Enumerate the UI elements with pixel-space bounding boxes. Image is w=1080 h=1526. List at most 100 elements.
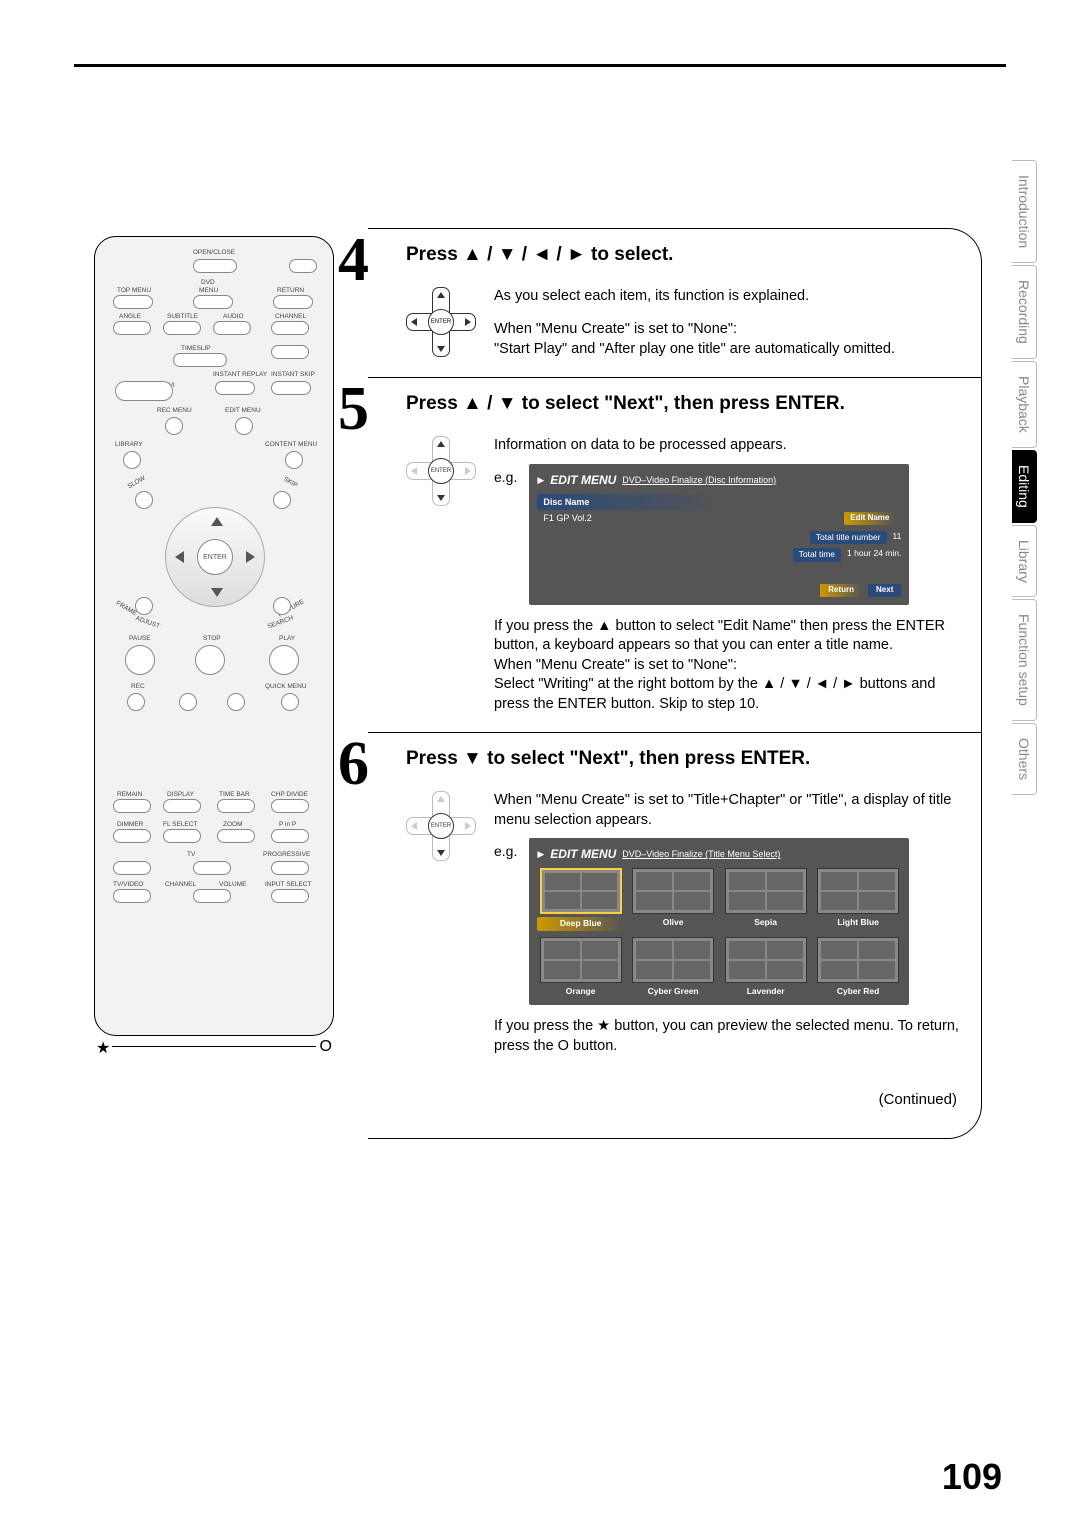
theme-option[interactable]: Light Blue bbox=[815, 868, 902, 930]
btn-stop[interactable] bbox=[195, 645, 225, 675]
btn-time-bar[interactable] bbox=[217, 799, 255, 813]
theme-name: Sepia bbox=[722, 917, 809, 928]
btn-subtitle[interactable] bbox=[163, 321, 201, 335]
btn-easy-navi[interactable] bbox=[115, 381, 173, 401]
btn-tv-video[interactable] bbox=[113, 889, 151, 903]
btn-pinp[interactable] bbox=[271, 829, 309, 843]
btn-library[interactable] bbox=[123, 451, 141, 469]
menu-subtitle: DVD–Video Finalize (Title Menu Select) bbox=[622, 848, 780, 860]
dpad-left[interactable] bbox=[175, 551, 184, 563]
btn-edit-menu[interactable] bbox=[235, 417, 253, 435]
lbl-audio: AUDIO bbox=[223, 313, 244, 320]
dpad-right[interactable] bbox=[246, 551, 255, 563]
step-6-after1: If you press the ★ button, you can previ… bbox=[494, 1017, 959, 1056]
btn-angle[interactable] bbox=[113, 321, 151, 335]
lbl-angle: ANGLE bbox=[119, 313, 141, 320]
total-time-value: 1 hour 24 min. bbox=[847, 548, 901, 561]
btn-menu[interactable] bbox=[193, 295, 233, 309]
btn-slow-rev[interactable] bbox=[135, 491, 153, 509]
tab-function-setup[interactable]: Function setup bbox=[1012, 599, 1037, 721]
btn-instant-replay[interactable] bbox=[215, 381, 255, 395]
btn-star[interactable] bbox=[179, 693, 197, 711]
return-button[interactable]: Return bbox=[820, 584, 862, 597]
btn-tv-power[interactable] bbox=[113, 861, 151, 875]
btn-play[interactable] bbox=[269, 645, 299, 675]
tab-recording[interactable]: Recording bbox=[1012, 265, 1037, 359]
btn-pause[interactable] bbox=[125, 645, 155, 675]
btn-return[interactable] bbox=[273, 295, 313, 309]
step-6: 6 Press ▼ to select "Next", then press E… bbox=[368, 732, 981, 1074]
tab-editing[interactable]: Editing bbox=[1012, 450, 1037, 523]
btn-skip-fwd[interactable] bbox=[273, 491, 291, 509]
btn-timeslip[interactable] bbox=[173, 353, 227, 367]
theme-option[interactable]: Sepia bbox=[722, 868, 809, 930]
disc-info-menu: ▶ EDIT MENU DVD–Video Finalize (Disc Inf… bbox=[529, 464, 909, 605]
dpad-up[interactable] bbox=[211, 517, 223, 526]
lbl-dvd: DVD bbox=[201, 279, 215, 286]
theme-option[interactable]: Olive bbox=[630, 868, 717, 930]
btn-tv-ch-up[interactable] bbox=[193, 861, 231, 875]
theme-name: Light Blue bbox=[815, 917, 902, 928]
step-5-number: 5 bbox=[338, 378, 369, 440]
lbl-edit-menu: EDIT MENU bbox=[225, 407, 261, 414]
btn-quick-menu[interactable] bbox=[281, 693, 299, 711]
theme-option[interactable]: Cyber Green bbox=[630, 937, 717, 997]
theme-option[interactable]: Orange bbox=[537, 937, 624, 997]
lbl-tv: TV bbox=[187, 851, 195, 858]
theme-name: Cyber Green bbox=[630, 986, 717, 997]
menu-subtitle: DVD–Video Finalize (Disc Information) bbox=[622, 474, 776, 486]
btn-fl-select[interactable] bbox=[163, 829, 201, 843]
menu-logo: EDIT MENU bbox=[550, 846, 616, 862]
lbl-time-bar: TIME BAR bbox=[219, 791, 250, 798]
lbl-zoom: ZOOM bbox=[223, 821, 243, 828]
tab-others[interactable]: Others bbox=[1012, 723, 1037, 795]
tab-playback[interactable]: Playback bbox=[1012, 361, 1037, 448]
side-tabs: Introduction Recording Playback Editing … bbox=[1012, 160, 1038, 797]
btn-rec[interactable] bbox=[127, 693, 145, 711]
lbl-instant-skip: INSTANT SKIP bbox=[271, 371, 315, 378]
btn-power[interactable] bbox=[289, 259, 317, 273]
step-5: 5 Press ▲ / ▼ to select "Next", then pre… bbox=[368, 377, 981, 732]
btn-frame-rev[interactable] bbox=[135, 597, 153, 615]
btn-vol-up[interactable] bbox=[271, 861, 309, 875]
dpad-icon: ENTER bbox=[406, 287, 476, 357]
menu-logo: EDIT MENU bbox=[550, 472, 616, 488]
btn-dimmer[interactable] bbox=[113, 829, 151, 843]
btn-rec-menu[interactable] bbox=[165, 417, 183, 435]
lbl-menu: MENU bbox=[199, 287, 218, 294]
edit-name-button[interactable]: Edit Name bbox=[844, 512, 895, 525]
btn-remain[interactable] bbox=[113, 799, 151, 813]
btn-top-menu[interactable] bbox=[113, 295, 153, 309]
btn-instant-skip[interactable] bbox=[271, 381, 311, 395]
step-6-body1: When "Menu Create" is set to "Title+Chap… bbox=[494, 791, 959, 830]
total-title-label: Total title number bbox=[810, 531, 887, 544]
theme-option[interactable]: Deep Blue bbox=[537, 868, 624, 930]
btn-tv-ch-down[interactable] bbox=[193, 889, 231, 903]
next-button[interactable]: Next bbox=[868, 584, 901, 597]
lbl-rec-menu: REC MENU bbox=[157, 407, 192, 414]
btn-enter[interactable]: ENTER bbox=[197, 539, 233, 575]
menu-play-icon: ▶ bbox=[537, 474, 544, 486]
btn-frame-fwd[interactable] bbox=[273, 597, 291, 615]
btn-open-close[interactable] bbox=[193, 259, 237, 273]
btn-zoom[interactable] bbox=[217, 829, 255, 843]
btn-chp-divide[interactable] bbox=[271, 799, 309, 813]
btn-o[interactable] bbox=[227, 693, 245, 711]
btn-vol-down[interactable] bbox=[271, 889, 309, 903]
btn-ch-up[interactable] bbox=[271, 321, 309, 335]
tab-library[interactable]: Library bbox=[1012, 525, 1037, 598]
btn-audio[interactable] bbox=[213, 321, 251, 335]
btn-ch-down[interactable] bbox=[271, 345, 309, 359]
lbl-remain: REMAIN bbox=[117, 791, 142, 798]
btn-display[interactable] bbox=[163, 799, 201, 813]
dpad-icon: ENTER bbox=[406, 436, 476, 506]
lbl-play: PLAY bbox=[279, 635, 295, 642]
theme-name: Orange bbox=[537, 986, 624, 997]
btn-content-menu[interactable] bbox=[285, 451, 303, 469]
dpad-icon: ENTER bbox=[406, 791, 476, 861]
dpad-down[interactable] bbox=[211, 588, 223, 597]
theme-name: Lavender bbox=[722, 986, 809, 997]
theme-option[interactable]: Cyber Red bbox=[815, 937, 902, 997]
tab-introduction[interactable]: Introduction bbox=[1012, 160, 1037, 263]
theme-option[interactable]: Lavender bbox=[722, 937, 809, 997]
